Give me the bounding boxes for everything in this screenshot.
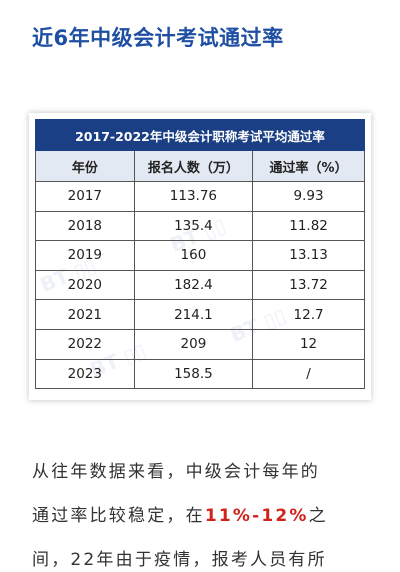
cell-pass-rate: 9.93 [252, 181, 365, 212]
cell-applicants: 158.5 [133, 358, 254, 390]
paragraph-line-1: 从往年数据来看，中级会计每年的 [32, 462, 320, 482]
cell-applicants: 182.4 [133, 269, 254, 301]
pass-rate-table: 2017-2022年中级会计职称考试平均通过率 年份 报名人数（万） 通过率（%… [35, 119, 365, 390]
cell-year: 2018 [35, 210, 135, 242]
table-row: 2018 135.4 11.82 [35, 210, 365, 242]
cell-applicants: 209 [133, 328, 254, 360]
cell-applicants: 113.76 [133, 181, 254, 212]
paragraph-line-2: 通过率比较稳定，在11%-12%之 [32, 504, 372, 528]
page-heading: 近6年中级会计考试通过率 [32, 26, 284, 50]
cell-applicants: 214.1 [133, 299, 254, 330]
pass-rate-table-card: BT ▯▯ BT ▯▯ BT ▯▯ BT ▯▯ BT ▯▯ BT ▯▯ 2017… [29, 113, 371, 400]
cell-year: 2023 [35, 358, 135, 390]
table-row: 2022 209 12 [35, 328, 365, 360]
cell-applicants: 160 [133, 240, 254, 271]
table-row: 2020 182.4 13.72 [35, 269, 365, 301]
cell-year: 2021 [35, 299, 135, 330]
column-header-pass-rate: 通过率（%） [252, 150, 365, 182]
table-row: 2021 214.1 12.7 [35, 299, 365, 330]
paragraph-line-3: 间，22年由于疫情，报考人员有所 [32, 550, 327, 570]
table-row: 2017 113.76 9.93 [35, 181, 365, 212]
cell-applicants: 135.4 [133, 210, 254, 242]
cell-year: 2019 [35, 240, 135, 271]
cell-pass-rate: 13.13 [252, 240, 365, 271]
cell-pass-rate: 12 [252, 328, 365, 360]
table-caption: 2017-2022年中级会计职称考试平均通过率 [35, 119, 365, 151]
cell-pass-rate: 12.7 [252, 299, 365, 330]
cell-pass-rate: / [252, 358, 365, 390]
pass-rate-range-highlight: 11%-12% [204, 506, 309, 526]
column-header-year: 年份 [35, 150, 135, 182]
cell-year: 2022 [35, 328, 135, 360]
table-row: 2019 160 13.13 [35, 240, 365, 271]
paragraph-line-2-suffix: 之 [308, 506, 328, 526]
column-header-applicants: 报名人数（万） [133, 150, 254, 182]
cell-pass-rate: 11.82 [252, 210, 365, 242]
paragraph-line-2-prefix: 通过率比较稳定，在 [32, 506, 205, 526]
cell-year: 2020 [35, 269, 135, 301]
table-row: 2023 158.5 / [35, 358, 365, 390]
cell-year: 2017 [35, 181, 135, 212]
cell-pass-rate: 13.72 [252, 269, 365, 301]
